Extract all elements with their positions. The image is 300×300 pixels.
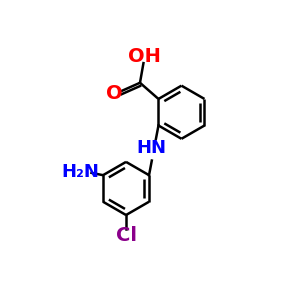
Text: Cl: Cl — [116, 226, 136, 245]
Text: H₂N: H₂N — [61, 163, 99, 181]
Text: OH: OH — [128, 47, 161, 66]
Text: HN: HN — [136, 139, 166, 157]
Text: O: O — [106, 84, 122, 103]
